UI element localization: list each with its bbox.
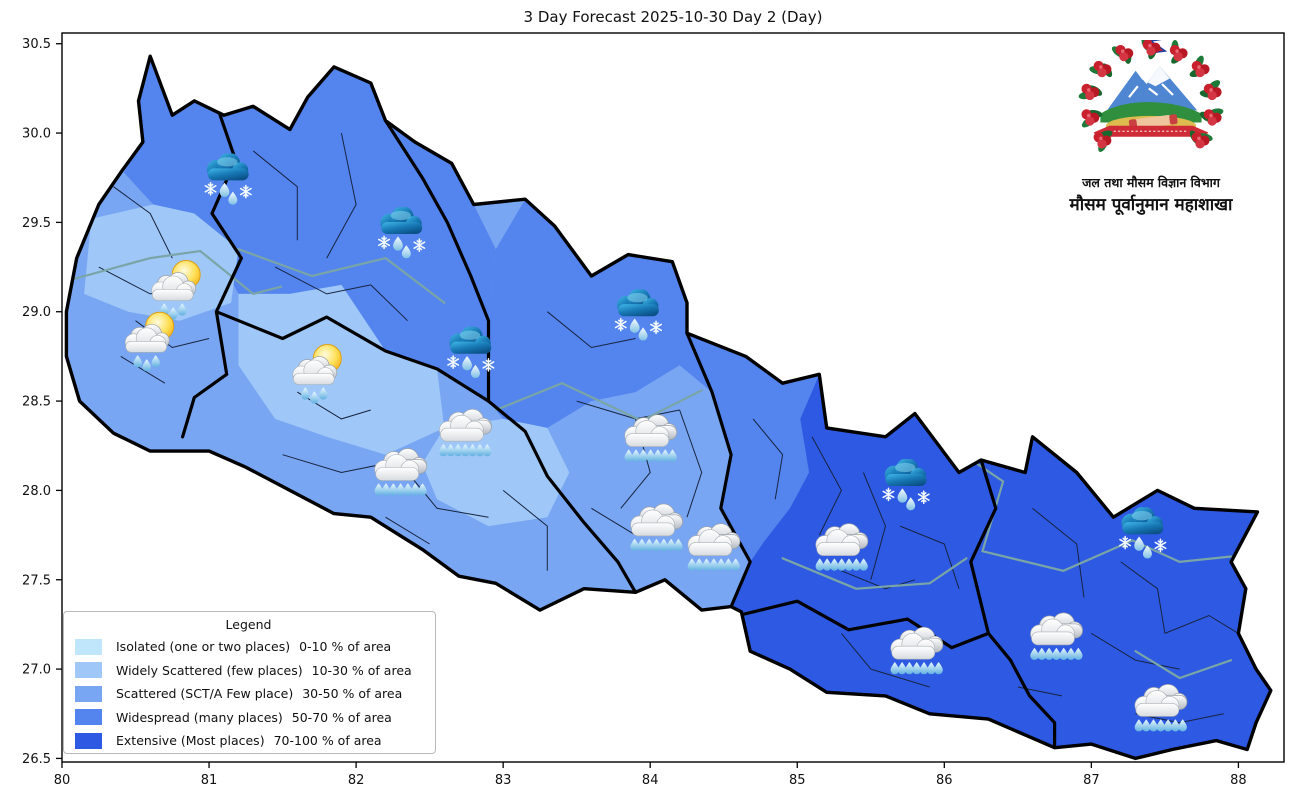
district-border bbox=[752, 418, 784, 500]
district-border bbox=[862, 472, 887, 580]
y-tick-label: 27.0 bbox=[22, 663, 51, 678]
legend-box: Legend Isolated (one or two places) 0-10 … bbox=[63, 611, 436, 754]
legend-swatch bbox=[75, 685, 102, 702]
district-border bbox=[841, 633, 930, 688]
y-tick-label: 28.0 bbox=[22, 484, 51, 499]
x-tick-label: 87 bbox=[1083, 773, 1100, 788]
province-border bbox=[383, 119, 491, 403]
district-border bbox=[326, 132, 357, 259]
legend-row: Isolated (one or two places) 0-10 % of ar… bbox=[70, 635, 427, 659]
plot-frame bbox=[61, 32, 1285, 763]
legend-swatch bbox=[75, 662, 102, 679]
x-tick-label: 88 bbox=[1230, 773, 1247, 788]
district-border bbox=[274, 266, 371, 295]
legend-label: Extensive (Most places) bbox=[116, 733, 265, 749]
district-border bbox=[1135, 713, 1224, 724]
legend-label: Widely Scattered (few places) bbox=[116, 662, 303, 678]
x-tick-label: 83 bbox=[495, 773, 512, 788]
legend-row: Scattered (SCT/A Few place) 30-50 % of ar… bbox=[70, 682, 427, 706]
district-border bbox=[252, 150, 298, 241]
region-widespread-central bbox=[488, 199, 820, 562]
legend-row: Extensive (Most places) 70-100 % of area bbox=[70, 729, 427, 753]
y-tick-label: 27.5 bbox=[22, 573, 51, 588]
province-border bbox=[486, 399, 638, 594]
y-tick-label: 30.5 bbox=[22, 37, 51, 52]
province-border bbox=[214, 310, 491, 403]
district-border bbox=[679, 409, 703, 518]
province-border bbox=[685, 331, 752, 609]
district-border bbox=[811, 436, 842, 536]
y-tick-label: 26.5 bbox=[22, 752, 51, 767]
legend-label: Widespread (many places) bbox=[116, 709, 283, 725]
legend-swatch bbox=[75, 709, 102, 726]
region-widespread-west bbox=[123, 56, 496, 402]
legend-title: Legend bbox=[225, 617, 272, 632]
legend-area-text: 0-10 % of area bbox=[299, 639, 392, 655]
x-tick-label: 80 bbox=[54, 773, 71, 788]
district-border bbox=[282, 454, 386, 474]
legend-label: Isolated (one or two places) bbox=[116, 639, 291, 655]
y-tick-label: 29.0 bbox=[22, 305, 51, 320]
district-border bbox=[502, 490, 548, 571]
district-border bbox=[1032, 507, 1085, 598]
legend-label: Scattered (SCT/A Few place) bbox=[116, 686, 294, 702]
y-tick-label: 30.0 bbox=[22, 127, 51, 142]
district-border bbox=[1120, 561, 1166, 634]
region-widely-scattered-1 bbox=[84, 204, 239, 321]
y-tick-label: 28.5 bbox=[22, 395, 51, 410]
basin-border bbox=[494, 381, 703, 422]
legend-area-text: 70-100 % of area bbox=[273, 733, 382, 749]
district-border bbox=[385, 516, 430, 545]
province-border bbox=[969, 458, 1057, 759]
district-border bbox=[1164, 614, 1239, 634]
legend-swatch bbox=[75, 638, 102, 655]
logo-text-line1: जल तथा मौसम विज्ञान विभाग bbox=[1082, 175, 1220, 190]
legend-row: Widespread (many places) 50-70 % of area bbox=[70, 706, 427, 730]
country-outline bbox=[64, 54, 1273, 761]
x-tick-label: 86 bbox=[936, 773, 953, 788]
x-tick-label: 82 bbox=[348, 773, 365, 788]
legend-area-text: 30-50 % of area bbox=[302, 686, 403, 702]
district-border bbox=[841, 570, 916, 590]
basin-border bbox=[1134, 650, 1233, 680]
province-border bbox=[736, 599, 990, 650]
legend-swatch bbox=[75, 732, 102, 749]
region-widely-scattered-2 bbox=[238, 284, 445, 455]
nepal-map-layer bbox=[64, 54, 1273, 761]
basin-border bbox=[781, 557, 968, 590]
legend-row: Widely Scattered (few places) 10-30 % of … bbox=[70, 659, 427, 683]
basin-border bbox=[66, 249, 283, 296]
x-tick-label: 85 bbox=[789, 773, 806, 788]
legend-area-text: 10-30 % of area bbox=[311, 662, 412, 678]
page-title: 3 Day Forecast 2025-10-30 Day 2 (Day) bbox=[523, 8, 823, 26]
x-tick-label: 84 bbox=[642, 773, 659, 788]
district-border bbox=[370, 284, 408, 322]
axes-frame: 80 81 82 83 84 85 86 87 88 30.5 30.0 29.5 29.0 28.5 28… bbox=[22, 32, 1285, 788]
y-tick-label: 29.5 bbox=[22, 216, 51, 231]
region-extensive-east bbox=[731, 374, 1271, 759]
district-border bbox=[120, 355, 166, 384]
dhm-emblem-icon bbox=[1078, 40, 1224, 156]
district-border bbox=[113, 186, 173, 259]
district-border bbox=[546, 311, 636, 349]
basin-border bbox=[237, 248, 446, 304]
district-border bbox=[407, 472, 489, 518]
district-border bbox=[900, 525, 960, 589]
x-tick-label: 81 bbox=[201, 773, 218, 788]
dhm-logo: जल तथा मौसम विज्ञान विभाग मौसम पूर्वानुम… bbox=[1041, 40, 1261, 215]
district-border bbox=[1091, 632, 1180, 670]
legend-area-text: 50-70 % of area bbox=[291, 709, 392, 725]
logo-text-line2: मौसम पूर्वानुमान महाशाखा bbox=[1069, 195, 1233, 215]
legend-rows: Isolated (one or two places) 0-10 % of ar… bbox=[70, 635, 427, 753]
basin-border bbox=[941, 439, 1233, 572]
